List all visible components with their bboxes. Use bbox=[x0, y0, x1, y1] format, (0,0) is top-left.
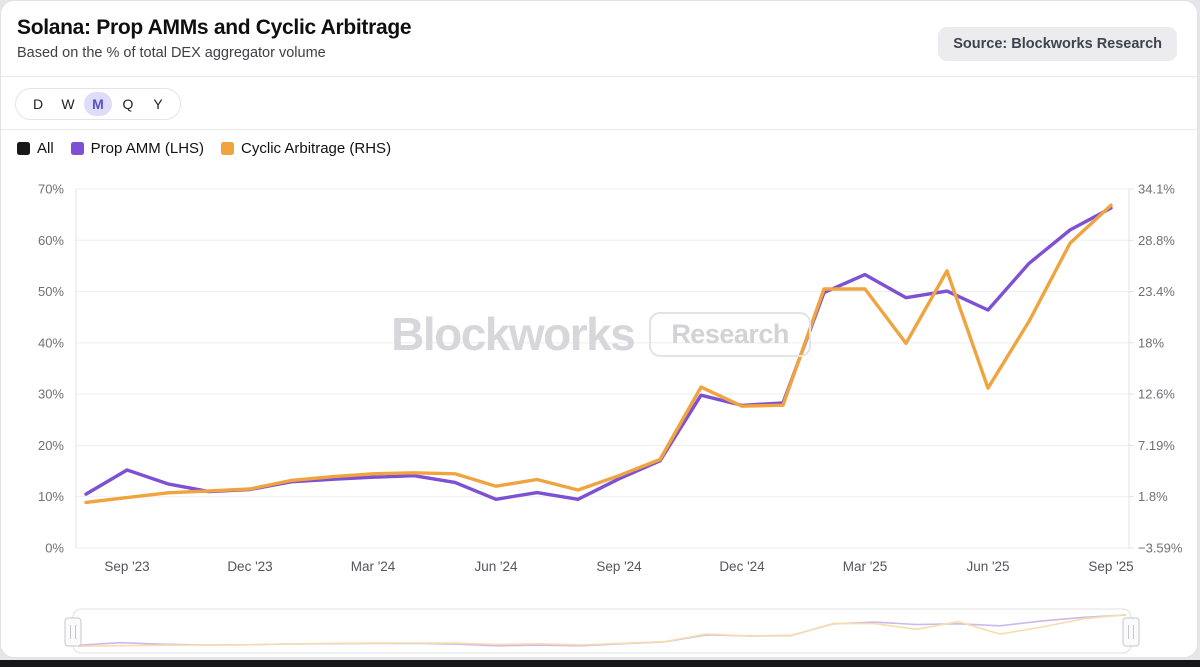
x-axis-label: Sep '24 bbox=[596, 559, 642, 574]
legend-label: All bbox=[37, 140, 54, 157]
period-option-w[interactable]: W bbox=[54, 92, 82, 116]
legend-swatch bbox=[221, 142, 235, 155]
x-axis-label: Sep '23 bbox=[104, 559, 149, 574]
bottom-bar bbox=[0, 660, 1200, 667]
period-option-q[interactable]: Q bbox=[114, 92, 142, 116]
right-axis-label: 23.4% bbox=[1138, 284, 1175, 299]
series-line-cyclic-arbitrage bbox=[84, 203, 1113, 505]
legend-item-1[interactable]: Prop AMM (LHS) bbox=[70, 140, 205, 157]
left-axis-label: 30% bbox=[38, 387, 64, 402]
left-axis-label: 40% bbox=[38, 335, 64, 350]
x-axis-label: Mar '24 bbox=[351, 559, 396, 574]
legend-label: Prop AMM (LHS) bbox=[90, 140, 205, 157]
series-line-prop-amm bbox=[84, 206, 1113, 501]
left-axis-label: 50% bbox=[38, 284, 64, 299]
left-axis-label: 70% bbox=[38, 182, 64, 197]
x-axis-label: Mar '25 bbox=[843, 559, 888, 574]
right-axis-label: 18% bbox=[1138, 335, 1164, 350]
left-axis-label: 10% bbox=[38, 489, 64, 504]
legend-swatch bbox=[17, 142, 30, 155]
header-divider bbox=[1, 76, 1197, 77]
right-axis-label: 7.19% bbox=[1138, 438, 1175, 453]
x-axis-label: Jun '25 bbox=[966, 559, 1009, 574]
chart-legend: All Prop AMM (LHS) Cyclic Arbitrage (RHS) bbox=[17, 140, 391, 157]
right-axis-label: 34.1% bbox=[1138, 182, 1175, 197]
chart-header: Solana: Prop AMMs and Cyclic Arbitrage B… bbox=[17, 15, 1181, 73]
right-axis-label: 28.8% bbox=[1138, 233, 1175, 248]
left-axis-label: 20% bbox=[38, 438, 64, 453]
main-chart-svg: 0% −3.59% 10% 1.8% 20% 7.19% 30% 12.6% 40% 18% 50%… bbox=[38, 182, 1183, 575]
range-navigator bbox=[1, 601, 1197, 657]
page-subtitle: Based on the % of total DEX aggregator v… bbox=[17, 45, 326, 62]
right-axis-label: 12.6% bbox=[1138, 387, 1175, 402]
navigator-window[interactable] bbox=[72, 608, 1132, 654]
period-option-y[interactable]: Y bbox=[144, 92, 172, 116]
source-badge: Source: Blockworks Research bbox=[938, 27, 1177, 61]
right-axis-label: 1.8% bbox=[1138, 489, 1168, 504]
page-title: Solana: Prop AMMs and Cyclic Arbitrage bbox=[17, 16, 412, 39]
left-axis-label: 0% bbox=[45, 541, 64, 556]
period-option-m[interactable]: M bbox=[84, 92, 112, 116]
legend-item-0[interactable]: All bbox=[17, 140, 54, 157]
navigator-series-cyclic-arbitrage bbox=[77, 613, 1127, 647]
left-axis-label: 60% bbox=[38, 233, 64, 248]
main-chart-area: 0% −3.59% 10% 1.8% 20% 7.19% 30% 12.6% 40% 18% 50%… bbox=[1, 177, 1197, 581]
x-axis-label: Dec '23 bbox=[227, 559, 272, 574]
legend-swatch bbox=[70, 142, 84, 155]
legend-label: Cyclic Arbitrage (RHS) bbox=[241, 140, 392, 157]
x-axis-label: Sep '25 bbox=[1088, 559, 1133, 574]
x-axis-label: Dec '24 bbox=[719, 559, 765, 574]
navigator-handle-right[interactable] bbox=[1122, 617, 1140, 647]
period-option-d[interactable]: D bbox=[24, 92, 52, 116]
right-axis-label: −3.59% bbox=[1138, 541, 1183, 556]
selector-divider bbox=[1, 129, 1197, 130]
x-axis-label: Jun '24 bbox=[474, 559, 518, 574]
legend-item-2[interactable]: Cyclic Arbitrage (RHS) bbox=[221, 140, 391, 157]
navigator-handle-left[interactable] bbox=[64, 617, 82, 647]
navigator-svg bbox=[64, 608, 1140, 654]
